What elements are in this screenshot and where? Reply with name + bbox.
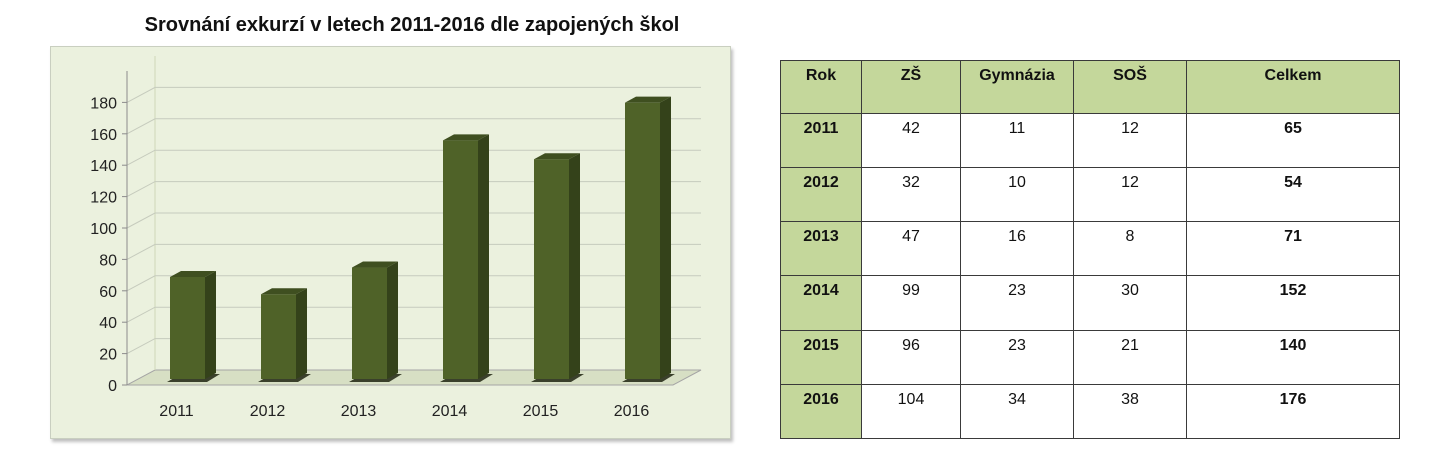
bar-front bbox=[534, 159, 569, 379]
gridline bbox=[126, 181, 701, 198]
bar-chart: 0 20 40 60 80 100 120 140 160 180 2011 2012 2013 2014… bbox=[90, 56, 702, 420]
cell-year: 2016 bbox=[780, 383, 862, 440]
cell-gymnazia: 23 bbox=[960, 275, 1074, 331]
cell-zs: 96 bbox=[861, 329, 961, 385]
bar-front bbox=[625, 102, 660, 380]
bar-top bbox=[625, 96, 671, 103]
cell-gymnazia: 16 bbox=[960, 221, 1074, 277]
cell-celkem: 176 bbox=[1186, 383, 1400, 440]
gridline bbox=[126, 306, 701, 323]
bar-top bbox=[443, 134, 489, 141]
gridline bbox=[126, 243, 701, 260]
excursion-table: Rok ZŠ Gymnázia SOŠ Celkem 2011 42 11 12… bbox=[780, 60, 1400, 440]
x-tick-label: 2011 bbox=[159, 403, 194, 420]
y-tick-label: 80 bbox=[99, 252, 117, 269]
cell-year: 2012 bbox=[780, 167, 862, 223]
header-zs: ZŠ bbox=[861, 60, 961, 114]
header-gymnazia: Gymnázia bbox=[960, 60, 1074, 114]
y-tick-label: 140 bbox=[90, 158, 117, 175]
table-row: 2013 47 16 8 71 bbox=[780, 221, 1400, 277]
cell-celkem: 152 bbox=[1186, 275, 1400, 331]
cell-sos: 21 bbox=[1073, 329, 1187, 385]
cell-year: 2014 bbox=[780, 275, 862, 331]
table-row: 2014 99 23 30 152 bbox=[780, 275, 1400, 331]
cell-sos: 12 bbox=[1073, 167, 1187, 223]
x-tick-label: 2014 bbox=[432, 403, 468, 420]
cell-gymnazia: 11 bbox=[960, 112, 1074, 169]
y-tick-label: 60 bbox=[99, 284, 117, 301]
y-tick-label: 160 bbox=[90, 127, 117, 144]
bar-front bbox=[261, 294, 296, 379]
bar-front bbox=[352, 267, 387, 379]
cell-sos: 38 bbox=[1073, 383, 1187, 440]
bar-side bbox=[387, 261, 398, 379]
cell-year: 2015 bbox=[780, 329, 862, 385]
gridline bbox=[126, 149, 701, 166]
chart-title: Srovnání exkurzí v letech 2011-2016 dle … bbox=[144, 14, 680, 36]
y-tick-label: 20 bbox=[99, 347, 117, 364]
x-tick-label: 2015 bbox=[523, 403, 559, 420]
bar-top bbox=[534, 153, 580, 160]
bar-front bbox=[170, 276, 205, 379]
bar-top bbox=[352, 261, 398, 268]
bar-top bbox=[170, 270, 216, 277]
table-row: 2011 42 11 12 65 bbox=[780, 112, 1400, 169]
bar-side bbox=[205, 270, 216, 379]
cell-celkem: 140 bbox=[1186, 329, 1400, 385]
bar-side bbox=[569, 153, 580, 379]
chart-area: 0 20 40 60 80 100 120 140 160 180 2011 2012 2013 2014… bbox=[50, 46, 731, 439]
table-row: 2016 104 34 38 176 bbox=[780, 383, 1400, 440]
bar-side bbox=[660, 96, 671, 380]
cell-zs: 32 bbox=[861, 167, 961, 223]
cell-zs: 47 bbox=[861, 221, 961, 277]
x-tick-label: 2013 bbox=[341, 403, 377, 420]
cell-gymnazia: 10 bbox=[960, 167, 1074, 223]
y-tick-label: 100 bbox=[90, 221, 117, 238]
x-tick-label: 2016 bbox=[614, 403, 650, 420]
cell-gymnazia: 23 bbox=[960, 329, 1074, 385]
cell-sos: 30 bbox=[1073, 275, 1187, 331]
gridline bbox=[126, 275, 701, 292]
gridline bbox=[126, 86, 701, 103]
bar-front bbox=[443, 140, 478, 379]
header-sos: SOŠ bbox=[1073, 60, 1187, 114]
header-rok: Rok bbox=[780, 60, 862, 114]
cell-zs: 104 bbox=[861, 383, 961, 440]
cell-sos: 12 bbox=[1073, 112, 1187, 169]
y-tick-label: 0 bbox=[108, 378, 117, 395]
gridline bbox=[126, 118, 701, 135]
cell-sos: 8 bbox=[1073, 221, 1187, 277]
table-row: 2015 96 23 21 140 bbox=[780, 329, 1400, 385]
bar-side bbox=[296, 288, 307, 379]
cell-celkem: 54 bbox=[1186, 167, 1400, 223]
x-tick-label: 2012 bbox=[250, 403, 286, 420]
y-tick-label: 180 bbox=[90, 95, 117, 112]
cell-celkem: 65 bbox=[1186, 112, 1400, 169]
cell-celkem: 71 bbox=[1186, 221, 1400, 277]
y-tick-label: 40 bbox=[99, 315, 117, 332]
gridline bbox=[126, 212, 701, 229]
cell-year: 2011 bbox=[780, 112, 862, 169]
cell-zs: 42 bbox=[861, 112, 961, 169]
table-header-row: Rok ZŠ Gymnázia SOŠ Celkem bbox=[780, 60, 1400, 114]
bar-side bbox=[478, 134, 489, 379]
y-tick-label: 120 bbox=[90, 190, 117, 207]
bar-top bbox=[261, 288, 307, 295]
cell-year: 2013 bbox=[780, 221, 862, 277]
gridline bbox=[126, 338, 701, 355]
cell-gymnazia: 34 bbox=[960, 383, 1074, 440]
cell-zs: 99 bbox=[861, 275, 961, 331]
header-celkem: Celkem bbox=[1186, 60, 1400, 114]
table-row: 2012 32 10 12 54 bbox=[780, 167, 1400, 223]
